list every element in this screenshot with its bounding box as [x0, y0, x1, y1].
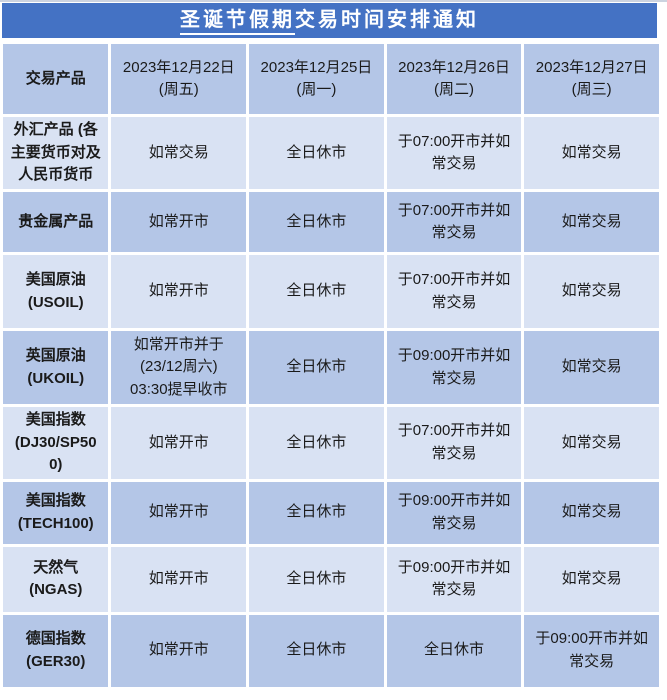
- product-name-cell: 美国指数 (TECH100): [3, 481, 109, 544]
- column-header-dec26: 2023年12月26日 (周二): [386, 44, 522, 114]
- table-row-ngas: 天然气 (NGAS) 如常开市 全日休市 于09:00开市并如 常交易 如常交易: [3, 546, 659, 612]
- table-row-metals: 贵金属产品 如常开市 全日休市 于07:00开市并如 常交易 如常交易: [3, 192, 659, 252]
- product-name-cell: 德国指数 (GER30): [3, 614, 109, 687]
- table-row-ger30: 德国指数 (GER30) 如常开市 全日休市 全日休市 于09:00开市并如 常…: [3, 614, 659, 687]
- column-header-dec27: 2023年12月27日 (周三): [524, 44, 659, 114]
- schedule-cell: 全日休市: [386, 614, 522, 687]
- schedule-cell: 于07:00开市并如 常交易: [386, 192, 522, 252]
- schedule-cell: 如常交易: [111, 117, 247, 189]
- schedule-cell: 如常开市: [111, 614, 247, 687]
- schedule-cell: 如常交易: [524, 546, 659, 612]
- column-header-product: 交易产品: [3, 44, 109, 114]
- top-edge-strip: [0, 0, 667, 2]
- schedule-cell: 如常开市: [111, 481, 247, 544]
- schedule-cell: 全日休市: [249, 117, 384, 189]
- schedule-cell: 如常开市并于 (23/12周六) 03:30提早收市: [111, 331, 247, 404]
- schedule-cell: 全日休市: [249, 546, 384, 612]
- schedule-cell: 于07:00开市并如 常交易: [386, 255, 522, 328]
- schedule-cell: 如常开市: [111, 407, 247, 479]
- schedule-cell: 全日休市: [249, 255, 384, 328]
- schedule-cell: 如常交易: [524, 192, 659, 252]
- notice-title-bar: 圣诞节假期交易时间安排通知: [2, 3, 657, 38]
- schedule-cell: 于09:00开市并如 常交易: [386, 481, 522, 544]
- schedule-cell: 如常开市: [111, 192, 247, 252]
- table-row-forex: 外汇产品 (各 主要货币对及 人民币货币 如常交易 全日休市 于07:00开市并…: [3, 117, 659, 189]
- schedule-cell: 全日休市: [249, 481, 384, 544]
- schedule-cell: 如常交易: [524, 331, 659, 404]
- table-row-usoil: 美国原油 (USOIL) 如常开市 全日休市 于07:00开市并如 常交易 如常…: [3, 255, 659, 328]
- schedule-cell: 全日休市: [249, 331, 384, 404]
- schedule-cell: 全日休市: [249, 407, 384, 479]
- schedule-cell: 如常交易: [524, 481, 659, 544]
- notice-title-rest-text: 交易时间安排通知: [295, 9, 479, 31]
- column-header-dec25: 2023年12月25日 (周一): [249, 44, 384, 114]
- table-row-ukoil: 英国原油 (UKOIL) 如常开市并于 (23/12周六) 03:30提早收市 …: [3, 331, 659, 404]
- schedule-cell: 于09:00开市并如 常交易: [386, 546, 522, 612]
- product-name-cell: 英国原油 (UKOIL): [3, 331, 109, 404]
- table-row-tech100: 美国指数 (TECH100) 如常开市 全日休市 于09:00开市并如 常交易 …: [3, 481, 659, 544]
- product-name-cell: 外汇产品 (各 主要货币对及 人民币货币: [3, 117, 109, 189]
- schedule-cell: 全日休市: [249, 614, 384, 687]
- product-name-cell: 天然气 (NGAS): [3, 546, 109, 612]
- schedule-cell: 于09:00开市并如 常交易: [386, 331, 522, 404]
- schedule-cell: 如常开市: [111, 546, 247, 612]
- schedule-cell: 如常交易: [524, 407, 659, 479]
- schedule-cell: 于07:00开市并如 常交易: [386, 407, 522, 479]
- header-row: 交易产品 2023年12月22日 (周五) 2023年12月25日 (周一) 2…: [3, 44, 659, 114]
- schedule-cell: 如常交易: [524, 255, 659, 328]
- notice-title-underlined-text: 圣诞节假期: [180, 9, 295, 35]
- schedule-cell: 如常开市: [111, 255, 247, 328]
- schedule-cell: 于07:00开市并如 常交易: [386, 117, 522, 189]
- table-row-dj30-sp500: 美国指数 (DJ30/SP50 0) 如常开市 全日休市 于07:00开市并如 …: [3, 407, 659, 479]
- product-name-cell: 美国指数 (DJ30/SP50 0): [3, 407, 109, 479]
- trading-schedule-table: 交易产品 2023年12月22日 (周五) 2023年12月25日 (周一) 2…: [0, 41, 662, 690]
- schedule-cell: 如常交易: [524, 117, 659, 189]
- schedule-cell: 全日休市: [249, 192, 384, 252]
- product-name-cell: 美国原油 (USOIL): [3, 255, 109, 328]
- schedule-cell: 于09:00开市并如 常交易: [524, 614, 659, 687]
- product-name-cell: 贵金属产品: [3, 192, 109, 252]
- column-header-dec22: 2023年12月22日 (周五): [111, 44, 247, 114]
